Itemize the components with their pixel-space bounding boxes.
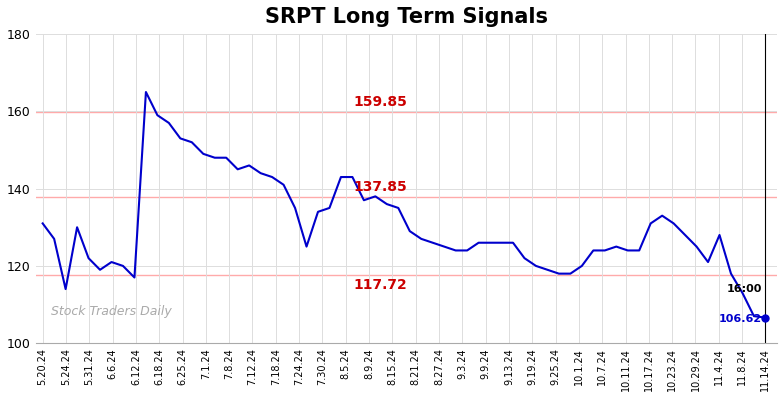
- Title: SRPT Long Term Signals: SRPT Long Term Signals: [265, 7, 548, 27]
- Text: 137.85: 137.85: [354, 180, 408, 194]
- Text: 159.85: 159.85: [354, 95, 408, 109]
- Text: 106.62: 106.62: [719, 314, 762, 324]
- Text: 16:00: 16:00: [727, 285, 762, 295]
- Text: 117.72: 117.72: [354, 278, 408, 292]
- Text: Stock Traders Daily: Stock Traders Daily: [50, 305, 171, 318]
